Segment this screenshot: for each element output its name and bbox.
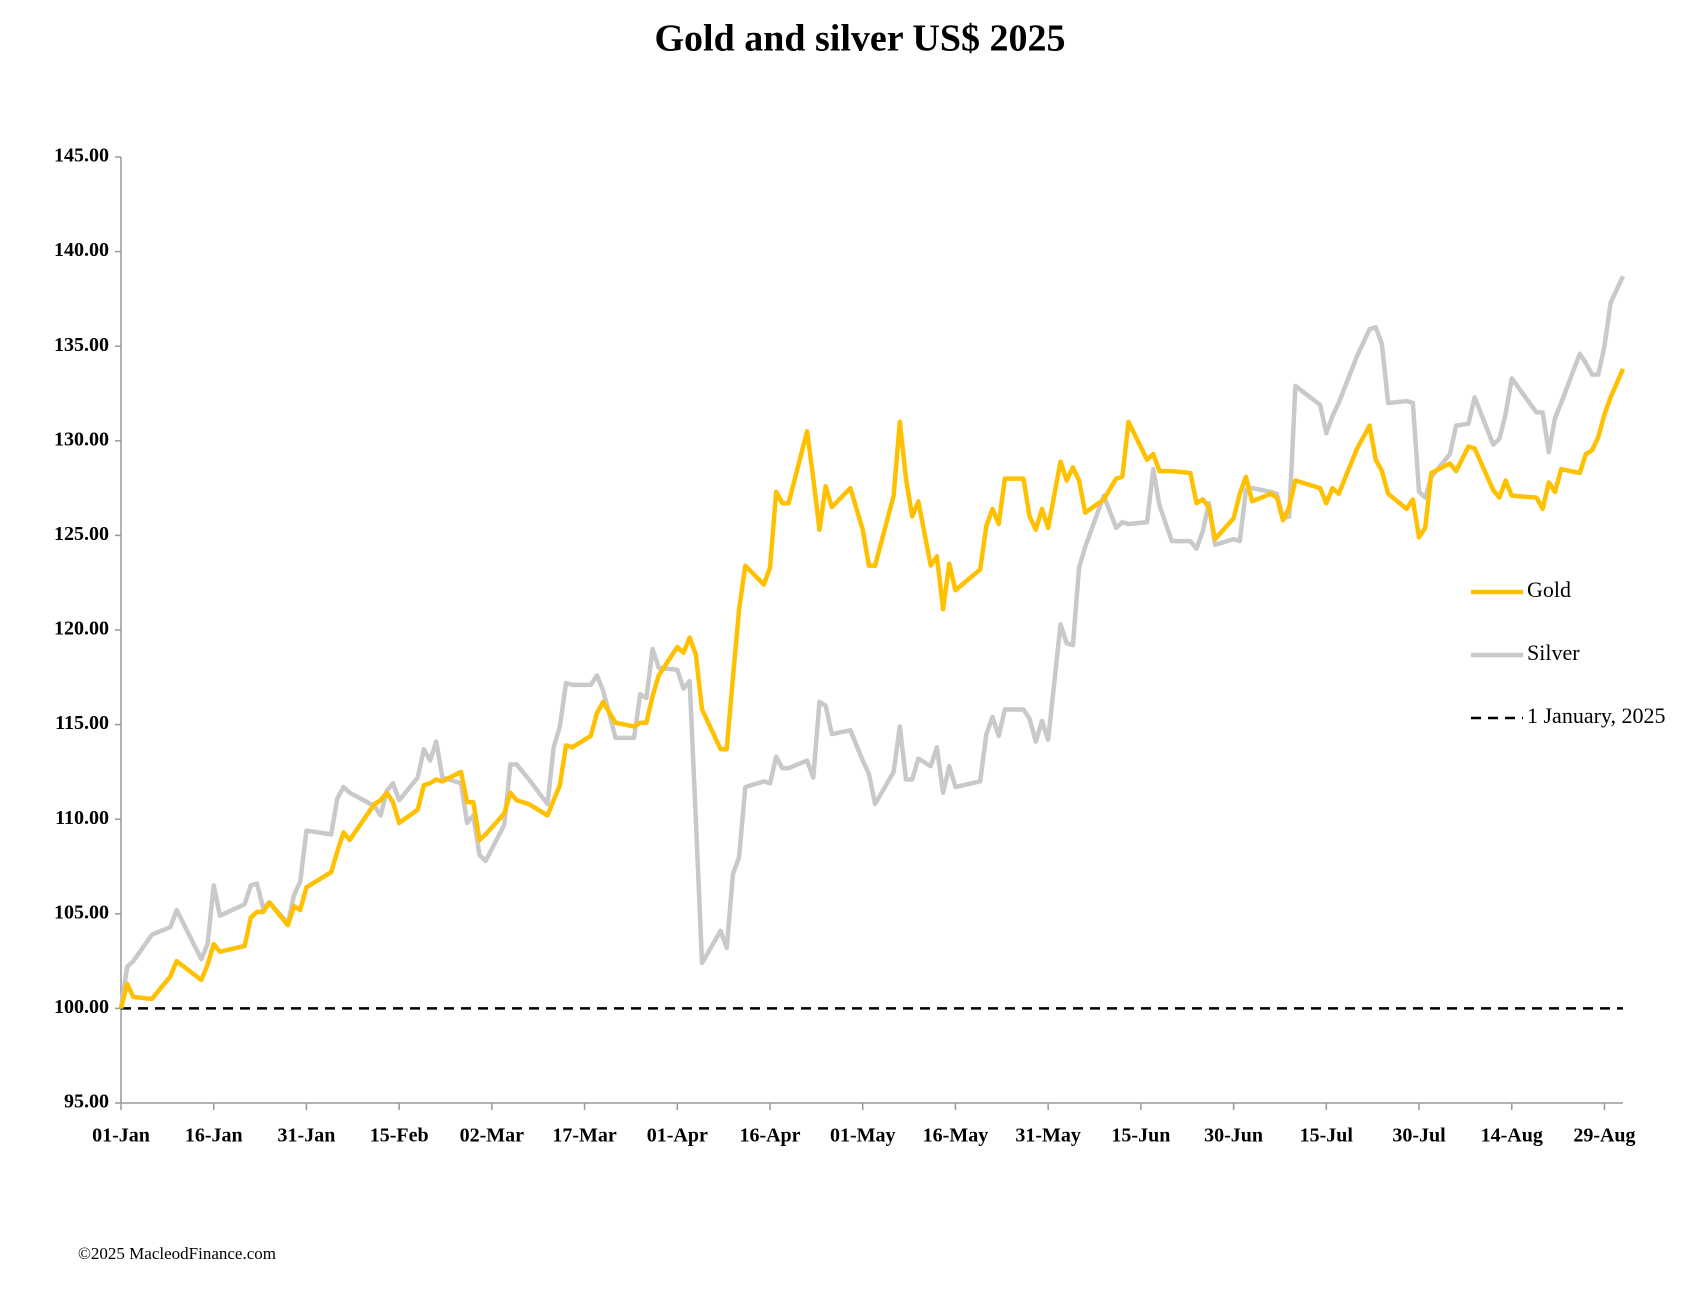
legend-label: 1 January, 2025 — [1527, 703, 1666, 728]
x-tick-label: 16-Jan — [185, 1125, 243, 1147]
y-tick-label: 95.00 — [64, 1091, 109, 1113]
y-tick-label: 145.00 — [54, 145, 109, 167]
y-tick-label: 110.00 — [55, 807, 109, 829]
legend-label: Gold — [1527, 577, 1571, 602]
x-tick-label: 01-Apr — [647, 1125, 708, 1147]
x-tick-label: 17-Mar — [552, 1125, 617, 1147]
x-tick-label: 14-Aug — [1481, 1125, 1543, 1147]
y-tick-label: 125.00 — [54, 523, 109, 545]
x-tick-label: 31-May — [1015, 1125, 1081, 1147]
y-tick-label: 120.00 — [54, 618, 109, 640]
x-tick-label: 15-Feb — [370, 1125, 429, 1147]
x-tick-label: 02-Mar — [460, 1125, 525, 1147]
x-tick-label: 15-Jun — [1111, 1125, 1170, 1147]
x-tick-label: 30-Jun — [1204, 1125, 1263, 1147]
x-tick-label: 01-May — [830, 1125, 896, 1147]
x-tick-label: 30-Jul — [1392, 1125, 1446, 1147]
y-tick-label: 105.00 — [54, 901, 109, 923]
series-line — [118, 368, 1626, 1009]
y-tick-label: 140.00 — [54, 239, 109, 261]
legend-label: Silver — [1527, 640, 1580, 665]
x-tick-label: 16-May — [923, 1125, 989, 1147]
x-tick-label: 01-Jan — [92, 1125, 150, 1147]
series-line — [118, 275, 1626, 1009]
x-tick-label: 31-Jan — [278, 1125, 336, 1147]
y-tick-label: 130.00 — [54, 428, 109, 450]
x-tick-label: 16-Apr — [739, 1125, 800, 1147]
y-tick-label: 135.00 — [54, 334, 109, 356]
source: ©2025 MacleodFinance.com — [78, 1244, 276, 1263]
x-tick-label: 29-Aug — [1573, 1125, 1635, 1147]
y-tick-label: 115.00 — [55, 712, 109, 734]
y-tick-label: 100.00 — [54, 996, 109, 1018]
x-tick-label: 15-Jul — [1300, 1125, 1354, 1147]
chart-title: Gold and silver US$ 2025 — [654, 18, 1065, 60]
